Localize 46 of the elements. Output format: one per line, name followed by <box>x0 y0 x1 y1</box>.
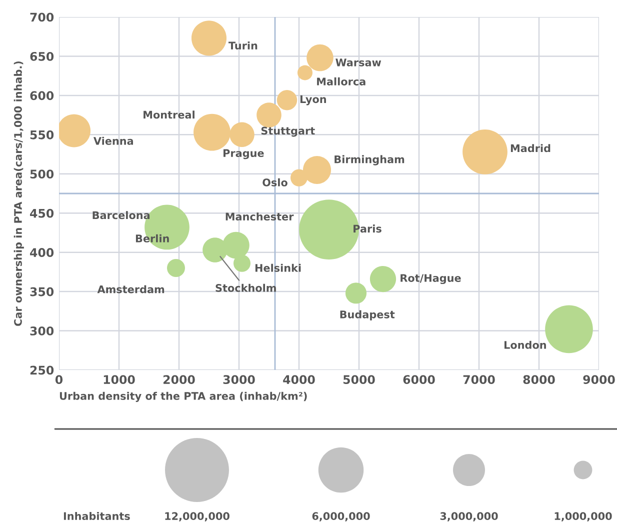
annotation: Mallorca <box>317 77 366 86</box>
legend-label: 12,000,000 <box>165 512 230 522</box>
x-tick-label: 0 <box>55 375 63 384</box>
annotation: Lyon <box>300 95 326 106</box>
annotation: Manchester <box>226 212 294 221</box>
y-tick-label: 600 <box>30 91 54 100</box>
y-tick-label: 450 <box>30 208 54 218</box>
y-tick-label: 400 <box>30 248 54 257</box>
x-tick-label: 7000 <box>463 375 495 384</box>
x-tick-label: 2000 <box>164 375 195 384</box>
annotation: London <box>504 340 546 349</box>
y-tick-label: 650 <box>30 52 54 61</box>
annotation: Vienna <box>93 136 133 145</box>
annotation: Warsaw <box>336 58 382 66</box>
x-tick-label: 9000 <box>583 375 615 384</box>
x-tick-label: 3000 <box>223 375 255 384</box>
annotation: Oslo <box>262 178 288 186</box>
annotation: Stuttgart <box>261 126 315 137</box>
annotation: Budapest <box>340 310 395 320</box>
annotation: Barcelona <box>92 211 150 220</box>
y-tick-label: 700 <box>30 12 54 22</box>
annotation: Montreal <box>144 110 194 119</box>
legend-title: Inhabitants <box>64 512 130 520</box>
annotation: Amsterdam <box>97 285 164 294</box>
annotation: Turin <box>228 41 258 50</box>
legend-label: 3,000,000 <box>440 512 498 522</box>
x-tick-label: 5000 <box>343 375 375 384</box>
x-axis-title: Urban density of the PTA area (inhab/km²) <box>60 392 307 402</box>
y-tick-label: 300 <box>30 326 54 336</box>
y-tick-label: 500 <box>30 170 54 179</box>
y-tick-label: 350 <box>30 287 54 296</box>
annotation: Madrid <box>510 144 550 152</box>
y-tick-label: 550 <box>30 130 54 140</box>
legend-label: 6,000,000 <box>312 512 370 522</box>
x-tick-label: 4000 <box>283 375 315 384</box>
annotation: Birmingham <box>334 155 404 166</box>
x-tick-label: 1000 <box>104 375 135 384</box>
annotation: Rot/Hague <box>400 274 461 284</box>
legend-label: 1,000,000 <box>554 512 612 522</box>
annotation: Prague <box>224 149 264 160</box>
annotation: Helsinki <box>255 264 301 272</box>
annotation: Stockholm <box>216 284 276 292</box>
y-axis-title: Car ownership in PTA area(cars/1,000 inhab.) <box>14 61 24 326</box>
y-tick-label: 250 <box>30 366 54 375</box>
x-tick-label: 6000 <box>403 375 435 384</box>
x-tick-label: 8000 <box>523 375 555 384</box>
